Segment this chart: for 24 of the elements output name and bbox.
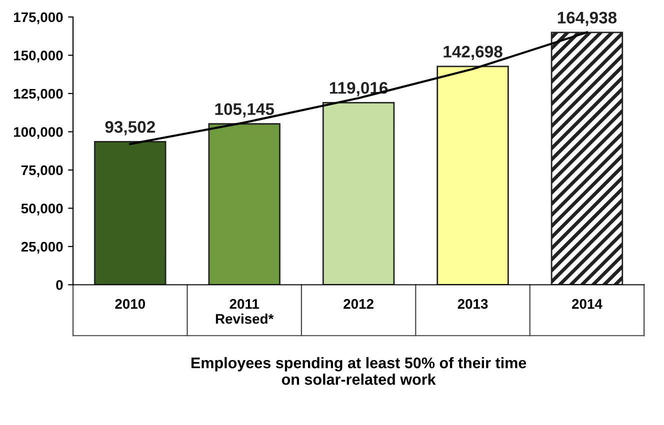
y-tick-label: 125,000 bbox=[14, 88, 63, 101]
data-label: 105,145 bbox=[215, 103, 274, 118]
bar bbox=[550, 32, 624, 285]
bar bbox=[94, 140, 166, 285]
y-tick-label: 175,000 bbox=[14, 12, 63, 24]
bar bbox=[322, 102, 395, 285]
data-label: 119,016 bbox=[330, 82, 388, 96]
data-label: 142,698 bbox=[444, 46, 502, 60]
data-label: 164,938 bbox=[558, 12, 617, 26]
x-tick-label: 2014 bbox=[572, 299, 602, 309]
x-tick-label: 2012 bbox=[344, 299, 374, 309]
x-tick-label: 2011 Revised* bbox=[216, 299, 274, 324]
bar bbox=[208, 123, 280, 285]
x-tick-label: 2013 bbox=[458, 299, 488, 309]
y-tick-label: 100,000 bbox=[14, 127, 63, 139]
y-tick-label: 75,000 bbox=[21, 165, 63, 178]
y-tick-label: 150,000 bbox=[14, 50, 63, 62]
x-axis-title: Employees spending at least 50% of their time on solar-related work bbox=[191, 357, 526, 385]
bar bbox=[436, 66, 509, 285]
data-label: 93,502 bbox=[105, 121, 155, 136]
y-tick-label: 25,000 bbox=[21, 242, 63, 254]
y-tick-label: 50,000 bbox=[21, 204, 63, 216]
x-tick-label: 2010 bbox=[115, 299, 146, 309]
y-tick-label: 0 bbox=[56, 280, 63, 290]
